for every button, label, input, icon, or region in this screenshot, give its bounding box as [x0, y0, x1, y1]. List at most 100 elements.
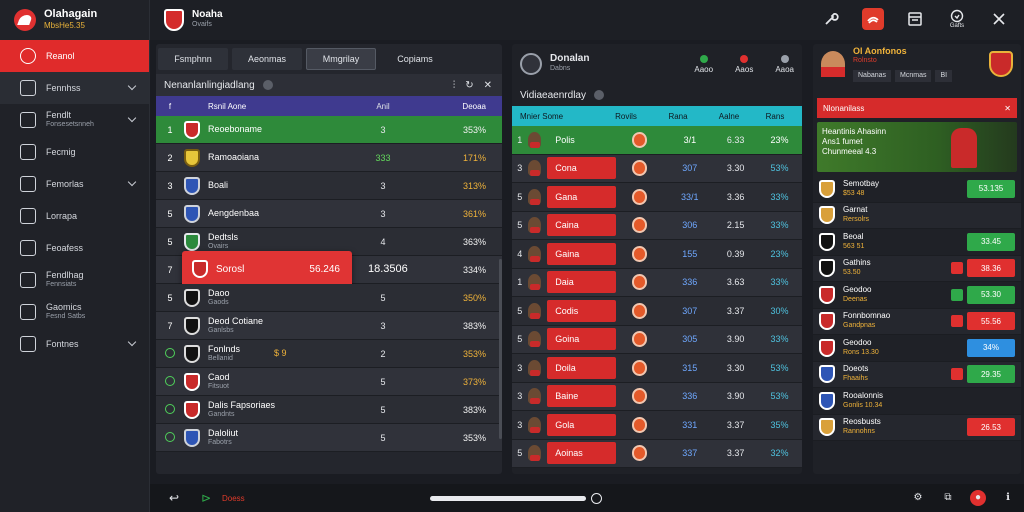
- info-icon[interactable]: [262, 80, 273, 90]
- table-row[interactable]: 5 Aengdenbaa 3 361%: [156, 200, 502, 228]
- sort-icon[interactable]: ⫶: [452, 79, 456, 91]
- sidebar-item-7[interactable]: Fendlhag Fennsiats: [0, 264, 149, 296]
- table-row[interactable]: Caod Fitsuot 5 373%: [156, 368, 502, 396]
- transfer-value-pill[interactable]: 53.30: [967, 285, 1015, 304]
- squad-stat-2[interactable]: Aaoa: [775, 54, 794, 74]
- news-hero[interactable]: Heantinis Ahasinn Ans1 fumet Chunmeeal 4…: [817, 122, 1017, 172]
- transfer-value-pill[interactable]: 29.35: [967, 365, 1015, 384]
- chevron-down-icon[interactable]: [127, 337, 137, 347]
- transfer-value-pill[interactable]: 53.135: [967, 179, 1015, 198]
- transfer-row[interactable]: Gathins 53.50 38.36: [813, 255, 1021, 282]
- table-row[interactable]: 2 Ramoaoiana 333 171%: [156, 144, 502, 172]
- squad-stat-0[interactable]: Aaoo: [694, 54, 713, 74]
- transfer-row[interactable]: Doeots Fhaaihs 29.35: [813, 361, 1021, 388]
- player-stat-1[interactable]: Mcnmas: [895, 70, 932, 82]
- scroll-knob-icon[interactable]: [591, 493, 602, 504]
- col-4[interactable]: Rans: [765, 111, 785, 121]
- transfer-value-pill[interactable]: 55.56: [967, 312, 1015, 331]
- player-name-chip[interactable]: Goina: [547, 328, 616, 351]
- transfer-row[interactable]: Geodoo Rons 13.30 34%: [813, 335, 1021, 362]
- player-stat-2[interactable]: BI: [935, 70, 953, 82]
- tab-1[interactable]: Aeonmas: [232, 48, 302, 70]
- transfer-row[interactable]: Garnat Rersolrs: [813, 202, 1021, 229]
- chevron-down-icon[interactable]: [127, 177, 137, 187]
- close-icon[interactable]: ✕: [483, 79, 492, 91]
- player-name-chip[interactable]: Caina: [547, 214, 616, 237]
- back-icon[interactable]: ↩: [168, 491, 180, 505]
- list-item[interactable]: 3 Doila 315 3.30 53%: [512, 354, 802, 383]
- table-row[interactable]: Dalis Fapsoriaes Gandnts 5 383%: [156, 396, 502, 424]
- wrench-icon[interactable]: [820, 8, 842, 30]
- transfer-row[interactable]: Rooalonnis Gonlis 10.34: [813, 388, 1021, 415]
- settings-icon[interactable]: ⚙: [913, 492, 923, 503]
- squad-stat-1[interactable]: Aaos: [735, 54, 753, 74]
- player-name-chip[interactable]: Gana: [547, 185, 616, 208]
- table-row[interactable]: 3 Boali 3 313%: [156, 172, 502, 200]
- record-icon[interactable]: ●: [970, 490, 986, 506]
- horizontal-scrollbar[interactable]: [430, 496, 586, 501]
- transfer-row[interactable]: Beoal 563 51 33.45: [813, 229, 1021, 256]
- brand[interactable]: Olahagain MbsHe5.35: [0, 0, 149, 40]
- sidebar-item-0[interactable]: Reanol: [0, 40, 149, 72]
- sidebar-item-8[interactable]: Gaomics Fesnd Satbs: [0, 296, 149, 328]
- list-item[interactable]: 1 Polis 3/1 6.33 23%: [512, 126, 802, 155]
- club-badge-icon[interactable]: [164, 9, 184, 31]
- player-name-chip[interactable]: Gaina: [547, 242, 616, 265]
- flag-icon[interactable]: [862, 8, 884, 30]
- col-3[interactable]: Aalne: [718, 111, 740, 121]
- player-stat-0[interactable]: Nabanas: [853, 70, 892, 82]
- col-1[interactable]: Rovils: [615, 111, 637, 121]
- avatar[interactable]: [821, 51, 845, 77]
- clock-icon[interactable]: Gafts: [946, 8, 968, 30]
- sidebar-item-2[interactable]: Fendlt Fonsesetsnneh: [0, 104, 149, 136]
- sidebar-item-3[interactable]: Fecmig: [0, 136, 149, 168]
- sidebar-item-6[interactable]: Feoafess: [0, 232, 149, 264]
- list-item[interactable]: 4 Gaina 155 0.39 23%: [512, 240, 802, 269]
- player-name-chip[interactable]: Aoinas: [547, 442, 616, 465]
- player-name-chip[interactable]: Gola: [547, 413, 616, 436]
- news-bar[interactable]: Nlonanilass ✕: [817, 98, 1017, 118]
- tab-0[interactable]: Fsmphnn: [158, 48, 228, 70]
- col-2[interactable]: Rana: [668, 111, 688, 121]
- list-item[interactable]: 3 Cona 307 3.30 53%: [512, 154, 802, 183]
- col-rank[interactable]: f: [168, 101, 172, 111]
- table-row[interactable]: 7 334% Sorosl 56.246 18.3506: [156, 251, 502, 287]
- transfer-row[interactable]: Geodoo Deenas 53.30: [813, 282, 1021, 309]
- table-row[interactable]: Fonlnds Bellanid 2 353% $ 9: [156, 340, 502, 368]
- table-row[interactable]: 1 Reoeboname 3 353%: [156, 116, 502, 144]
- player-name-chip[interactable]: Baine: [547, 385, 616, 408]
- sidebar-item-5[interactable]: Lorrapa: [0, 200, 149, 232]
- list-item[interactable]: 5 Caina 306 2.15 33%: [512, 211, 802, 240]
- sidebar-item-4[interactable]: Femorlas: [0, 168, 149, 200]
- table-row[interactable]: 5 Daoo Gaods 5 350%: [156, 284, 502, 312]
- chevron-down-icon[interactable]: [127, 113, 137, 123]
- list-item[interactable]: 3 Baine 336 3.90 53%: [512, 382, 802, 411]
- info-icon[interactable]: [593, 90, 604, 100]
- col-name[interactable]: Rsnil Aone: [208, 101, 247, 111]
- refresh-icon[interactable]: ↻: [465, 79, 474, 91]
- transfer-value-pill[interactable]: 38.36: [967, 259, 1015, 278]
- player-name-chip[interactable]: Codis: [547, 299, 616, 322]
- transfer-row[interactable]: Semotbay $53 48 53.135: [813, 176, 1021, 203]
- window-icon[interactable]: [904, 8, 926, 30]
- transfer-row[interactable]: Reosbusts Rannohns 26.53: [813, 414, 1021, 441]
- table-row[interactable]: 7 Deod Cotiane Ganlsbs 3 383%: [156, 312, 502, 340]
- transfer-row[interactable]: Fonnbomnao Gandpnas 55.56: [813, 308, 1021, 335]
- list-item[interactable]: 5 Gana 33/1 3.36 33%: [512, 183, 802, 212]
- table-row[interactable]: Daloliut Fabotrs 5 353%: [156, 424, 502, 452]
- league-scrollbar[interactable]: [499, 259, 502, 439]
- player-name-chip[interactable]: Cona: [547, 157, 616, 180]
- highlight-card[interactable]: Sorosl 56.246: [182, 251, 352, 287]
- sidebar-item-9[interactable]: Fontnes: [0, 328, 149, 360]
- transfer-value-pill[interactable]: 26.53: [967, 418, 1015, 437]
- player-name-chip[interactable]: Polis: [547, 129, 615, 151]
- col-0[interactable]: Mnier Some: [520, 111, 564, 121]
- share-icon[interactable]: ⧉: [944, 492, 952, 503]
- list-item[interactable]: 5 Goina 305 3.90 33%: [512, 325, 802, 354]
- list-item[interactable]: 5 Codis 307 3.37 30%: [512, 297, 802, 326]
- chevron-down-icon[interactable]: [127, 81, 137, 91]
- list-item[interactable]: 3 Gola 331 3.37 35%: [512, 411, 802, 440]
- tab-3[interactable]: Copiams: [397, 54, 433, 64]
- tab-2[interactable]: Mmgrilay: [306, 48, 376, 70]
- player-name-chip[interactable]: Daia: [547, 271, 616, 294]
